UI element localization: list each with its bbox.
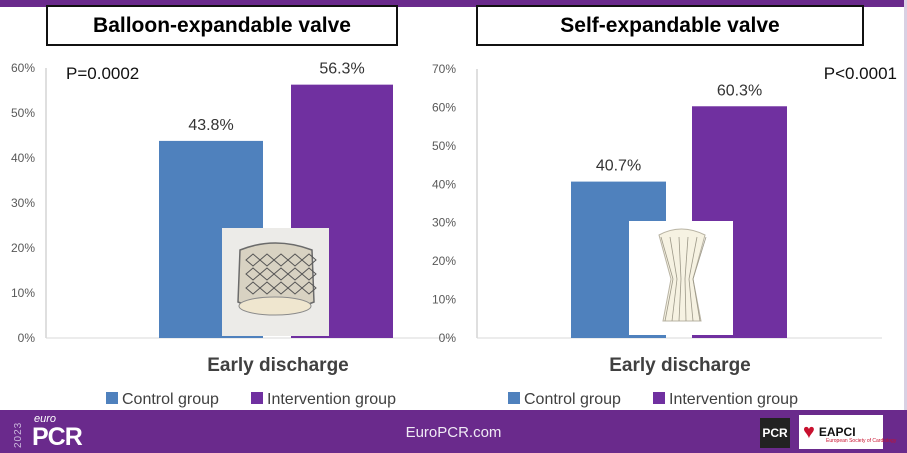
valve-cell	[301, 253, 317, 267]
eapci-label: EAPCI	[818, 425, 856, 439]
eapci-subtitle: European Society of Cardiology	[826, 438, 897, 444]
valve-strut	[678, 278, 682, 322]
y-tick-label: 50%	[11, 106, 35, 120]
valve-strut	[671, 278, 678, 322]
x-axis-label: Early discharge	[609, 355, 751, 376]
valve-skirt	[238, 296, 312, 316]
data-label: 40.7%	[596, 158, 641, 175]
valve-strut	[684, 278, 687, 322]
logo-euro: euro	[34, 413, 57, 425]
valve-cell	[301, 281, 317, 295]
y-tick-label: 30%	[11, 196, 35, 210]
y-tick-label: 10%	[11, 286, 35, 300]
y-tick-label: 60%	[11, 61, 35, 75]
y-tick-label: 30%	[432, 216, 456, 230]
legend-label: Intervention group	[267, 391, 396, 408]
x-axis-label: Early discharge	[207, 355, 349, 376]
europcr-logo: PCR	[32, 423, 83, 451]
legend-label: Control group	[122, 391, 219, 408]
y-tick-label: 40%	[11, 151, 35, 165]
valve-strut	[664, 278, 674, 322]
p-value-annotation: P=0.0002	[66, 64, 139, 83]
footer-url-link[interactable]: EuroPCR.com	[405, 424, 502, 441]
legend-swatch	[251, 392, 263, 404]
valve-strut	[692, 236, 707, 280]
footer-bar: 2023 euro PCR EuroPCR.com PCR ♥ EAPCI Eu…	[0, 410, 907, 453]
data-label: 43.8%	[188, 117, 233, 134]
valve-strut	[678, 236, 682, 280]
valve-strut	[692, 278, 701, 322]
y-tick-label: 0%	[439, 331, 457, 345]
pcr-badge-logo: PCR	[760, 418, 790, 448]
y-tick-label: 60%	[432, 100, 456, 114]
data-label: 56.3%	[319, 61, 364, 78]
valve-strut	[669, 236, 678, 280]
heart-icon: ♥	[803, 421, 815, 443]
valve-strut	[660, 236, 674, 280]
data-label: 60.3%	[717, 82, 762, 99]
self-expanding-valve-icon	[658, 228, 706, 322]
y-tick-label: 20%	[11, 241, 35, 255]
legend-swatch	[508, 392, 520, 404]
valve-strut	[688, 278, 694, 322]
chart-title-right: Self-expandable valve	[476, 5, 864, 46]
valve-strut	[688, 236, 698, 280]
y-tick-label: 20%	[432, 254, 456, 268]
y-tick-label: 50%	[432, 139, 456, 153]
y-tick-label: 70%	[432, 62, 456, 76]
legend-swatch	[106, 392, 118, 404]
eapci-badge-logo: ♥ EAPCI European Society of Cardiology	[799, 415, 896, 449]
valve-strut	[684, 236, 689, 280]
y-tick-label: 10%	[432, 293, 456, 307]
legend-label: Intervention group	[669, 391, 798, 408]
y-tick-label: 0%	[18, 331, 36, 345]
right-accent-stripe	[904, 0, 907, 410]
legend-label: Control group	[524, 391, 621, 408]
p-value-annotation: P<0.0001	[824, 64, 897, 83]
valve-cell	[301, 267, 317, 281]
y-tick-label: 40%	[432, 177, 456, 191]
chart-title-left: Balloon-expandable valve	[46, 5, 398, 46]
top-accent-bar	[0, 0, 907, 7]
chart-canvas: 0% 10% 20% 30% 40% 50% 60% 43.8% 56.3% P=0.0002 Ea…	[11, 61, 897, 408]
legend-swatch	[653, 392, 665, 404]
